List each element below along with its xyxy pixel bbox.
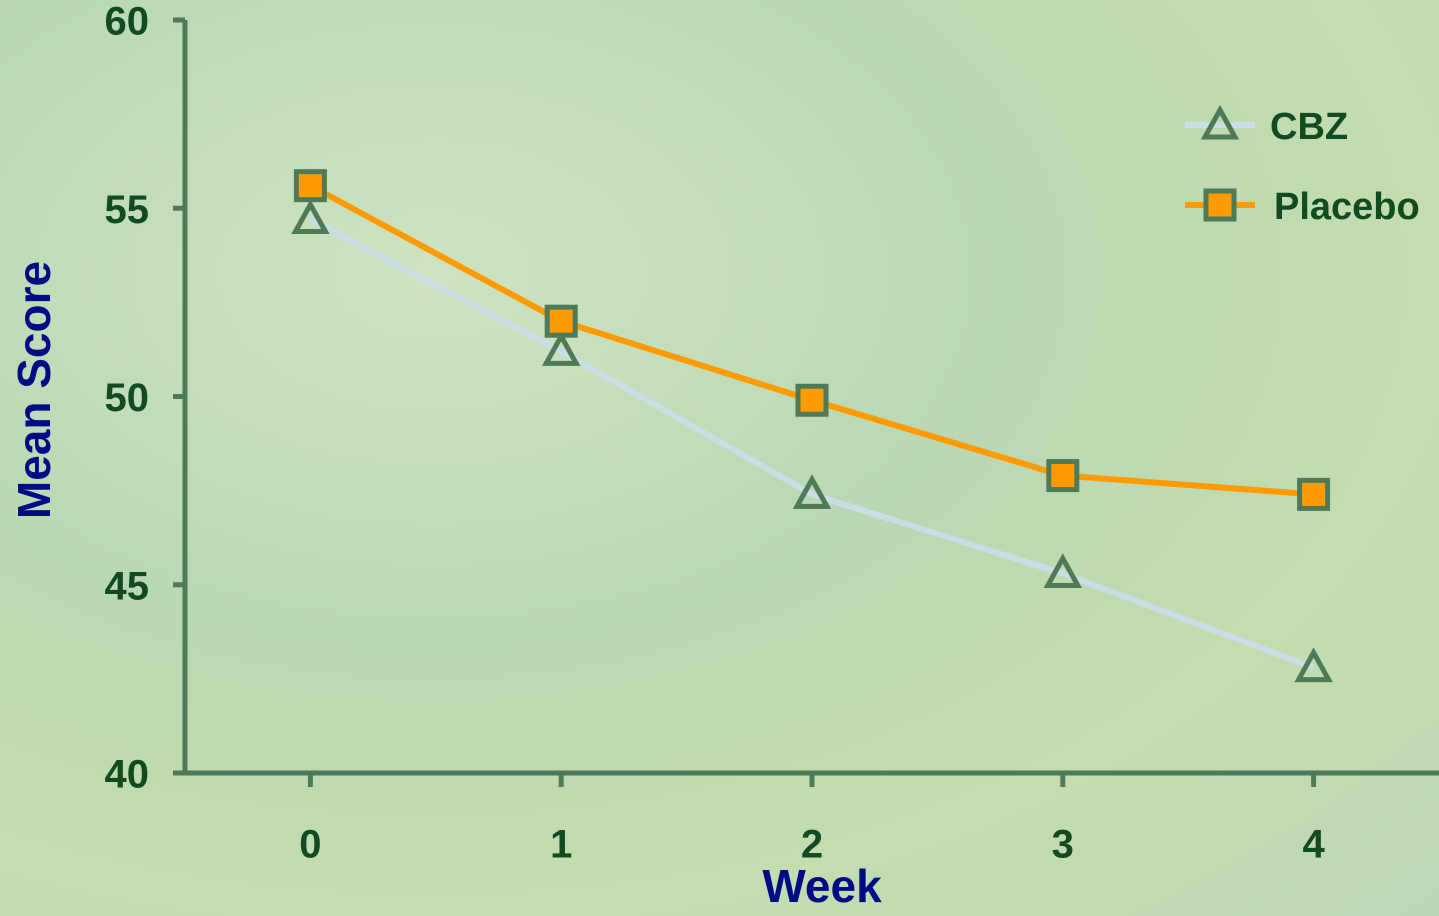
x-tick-label: 0 [299, 823, 321, 867]
x-tick-label: 1 [550, 823, 572, 867]
y-tick-label: 40 [105, 753, 150, 797]
x-axis-label: Week [762, 860, 882, 912]
marker [541, 331, 581, 366]
y-tick-label: 45 [105, 564, 150, 608]
y-tick-label: 55 [105, 188, 150, 232]
x-tick-label: 2 [801, 823, 823, 867]
y-tick-label: 50 [105, 376, 150, 420]
marker [293, 169, 327, 203]
legend-label: CBZ [1270, 106, 1348, 148]
marker [795, 383, 829, 417]
legend-marker [1200, 104, 1240, 140]
y-tick-label: 60 [105, 0, 150, 44]
marker [291, 199, 330, 235]
marker [1297, 477, 1331, 511]
legend-marker [1203, 188, 1237, 222]
marker [544, 304, 578, 338]
legend-label: Placebo [1274, 186, 1420, 228]
marker [1294, 647, 1333, 683]
series-line [309, 216, 1315, 671]
marker [792, 474, 832, 509]
marker [1043, 553, 1083, 588]
y-axis-label: Mean Score [8, 261, 60, 519]
x-tick-label: 3 [1052, 823, 1074, 867]
marker [1046, 459, 1080, 493]
series-line [308, 183, 1314, 498]
x-tick-label: 4 [1302, 823, 1325, 867]
